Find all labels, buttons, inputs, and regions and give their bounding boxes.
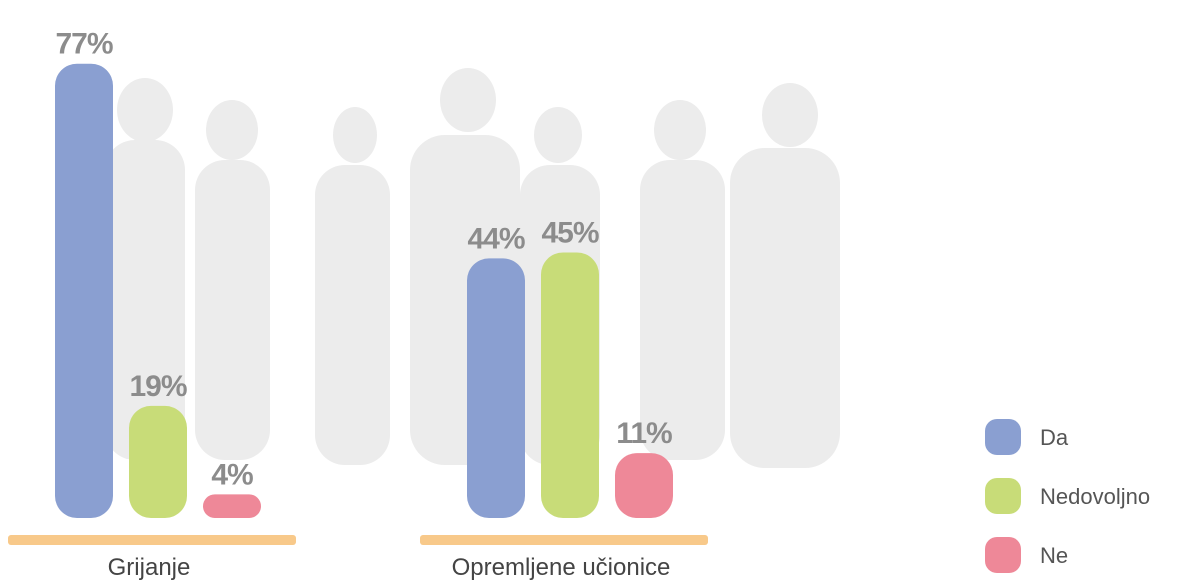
bar [55, 63, 113, 518]
bar [203, 494, 261, 518]
value-label: 19% [129, 370, 186, 403]
value-label: 4% [211, 458, 253, 491]
baseline [8, 535, 296, 545]
value-label: 77% [55, 28, 112, 61]
bar [615, 453, 673, 518]
value-label: 45% [541, 217, 598, 250]
legend-swatch [985, 419, 1021, 455]
legend-swatch [985, 478, 1021, 514]
legend-label: Ne [1040, 543, 1068, 568]
legend-swatch [985, 537, 1021, 573]
x-tick-label: Opremljene učionice [452, 554, 671, 581]
bar [541, 252, 599, 518]
baseline [420, 535, 708, 545]
legend-label: Da [1040, 425, 1069, 450]
bar [129, 405, 187, 518]
x-tick-label: Grijanje [108, 554, 191, 581]
bar [467, 258, 525, 518]
legend-label: Nedovoljno [1040, 484, 1150, 509]
value-label: 44% [467, 222, 524, 255]
value-label: 11% [616, 417, 672, 450]
